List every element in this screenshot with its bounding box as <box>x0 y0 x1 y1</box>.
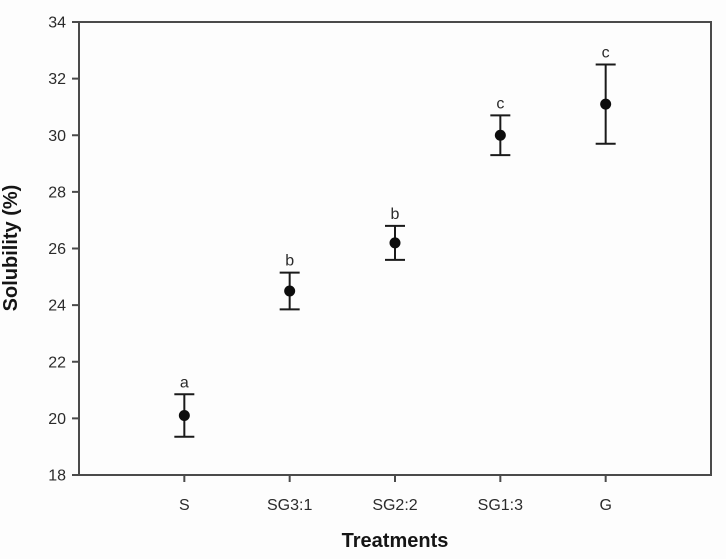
x-tick-label: SG3:1 <box>267 497 312 514</box>
y-axis-label: Solubility (%) <box>0 185 22 312</box>
x-tick-label: SG1:3 <box>478 497 523 514</box>
data-point <box>389 237 401 249</box>
y-tick-label: 34 <box>48 15 66 32</box>
y-tick-label: 30 <box>48 128 66 145</box>
x-tick-label: G <box>599 497 611 514</box>
y-tick-label: 28 <box>48 184 66 201</box>
x-axis-label: Treatments <box>342 530 449 552</box>
sig-letter: c <box>496 95 504 112</box>
sig-letter: b <box>391 206 400 223</box>
y-tick-label: 20 <box>48 411 66 428</box>
x-tick-label: S <box>179 497 190 514</box>
y-tick-label: 18 <box>48 468 66 485</box>
y-tick-label: 22 <box>48 354 66 371</box>
sig-letter: b <box>285 253 294 270</box>
data-point <box>600 98 612 110</box>
y-tick-label: 26 <box>48 241 66 258</box>
x-tick-label: SG2:2 <box>372 497 417 514</box>
data-point <box>178 410 190 422</box>
data-point <box>284 285 296 297</box>
y-tick-label: 32 <box>48 71 66 88</box>
plot-area: 18 20 22 24 26 28 30 32 34 S SG3:1 SG2:2 SG1:3 Ga b b c c <box>48 15 712 514</box>
data-point <box>494 129 506 141</box>
sig-letter: a <box>180 374 189 391</box>
y-tick-label: 24 <box>48 298 66 315</box>
sig-letter: c <box>602 44 610 61</box>
